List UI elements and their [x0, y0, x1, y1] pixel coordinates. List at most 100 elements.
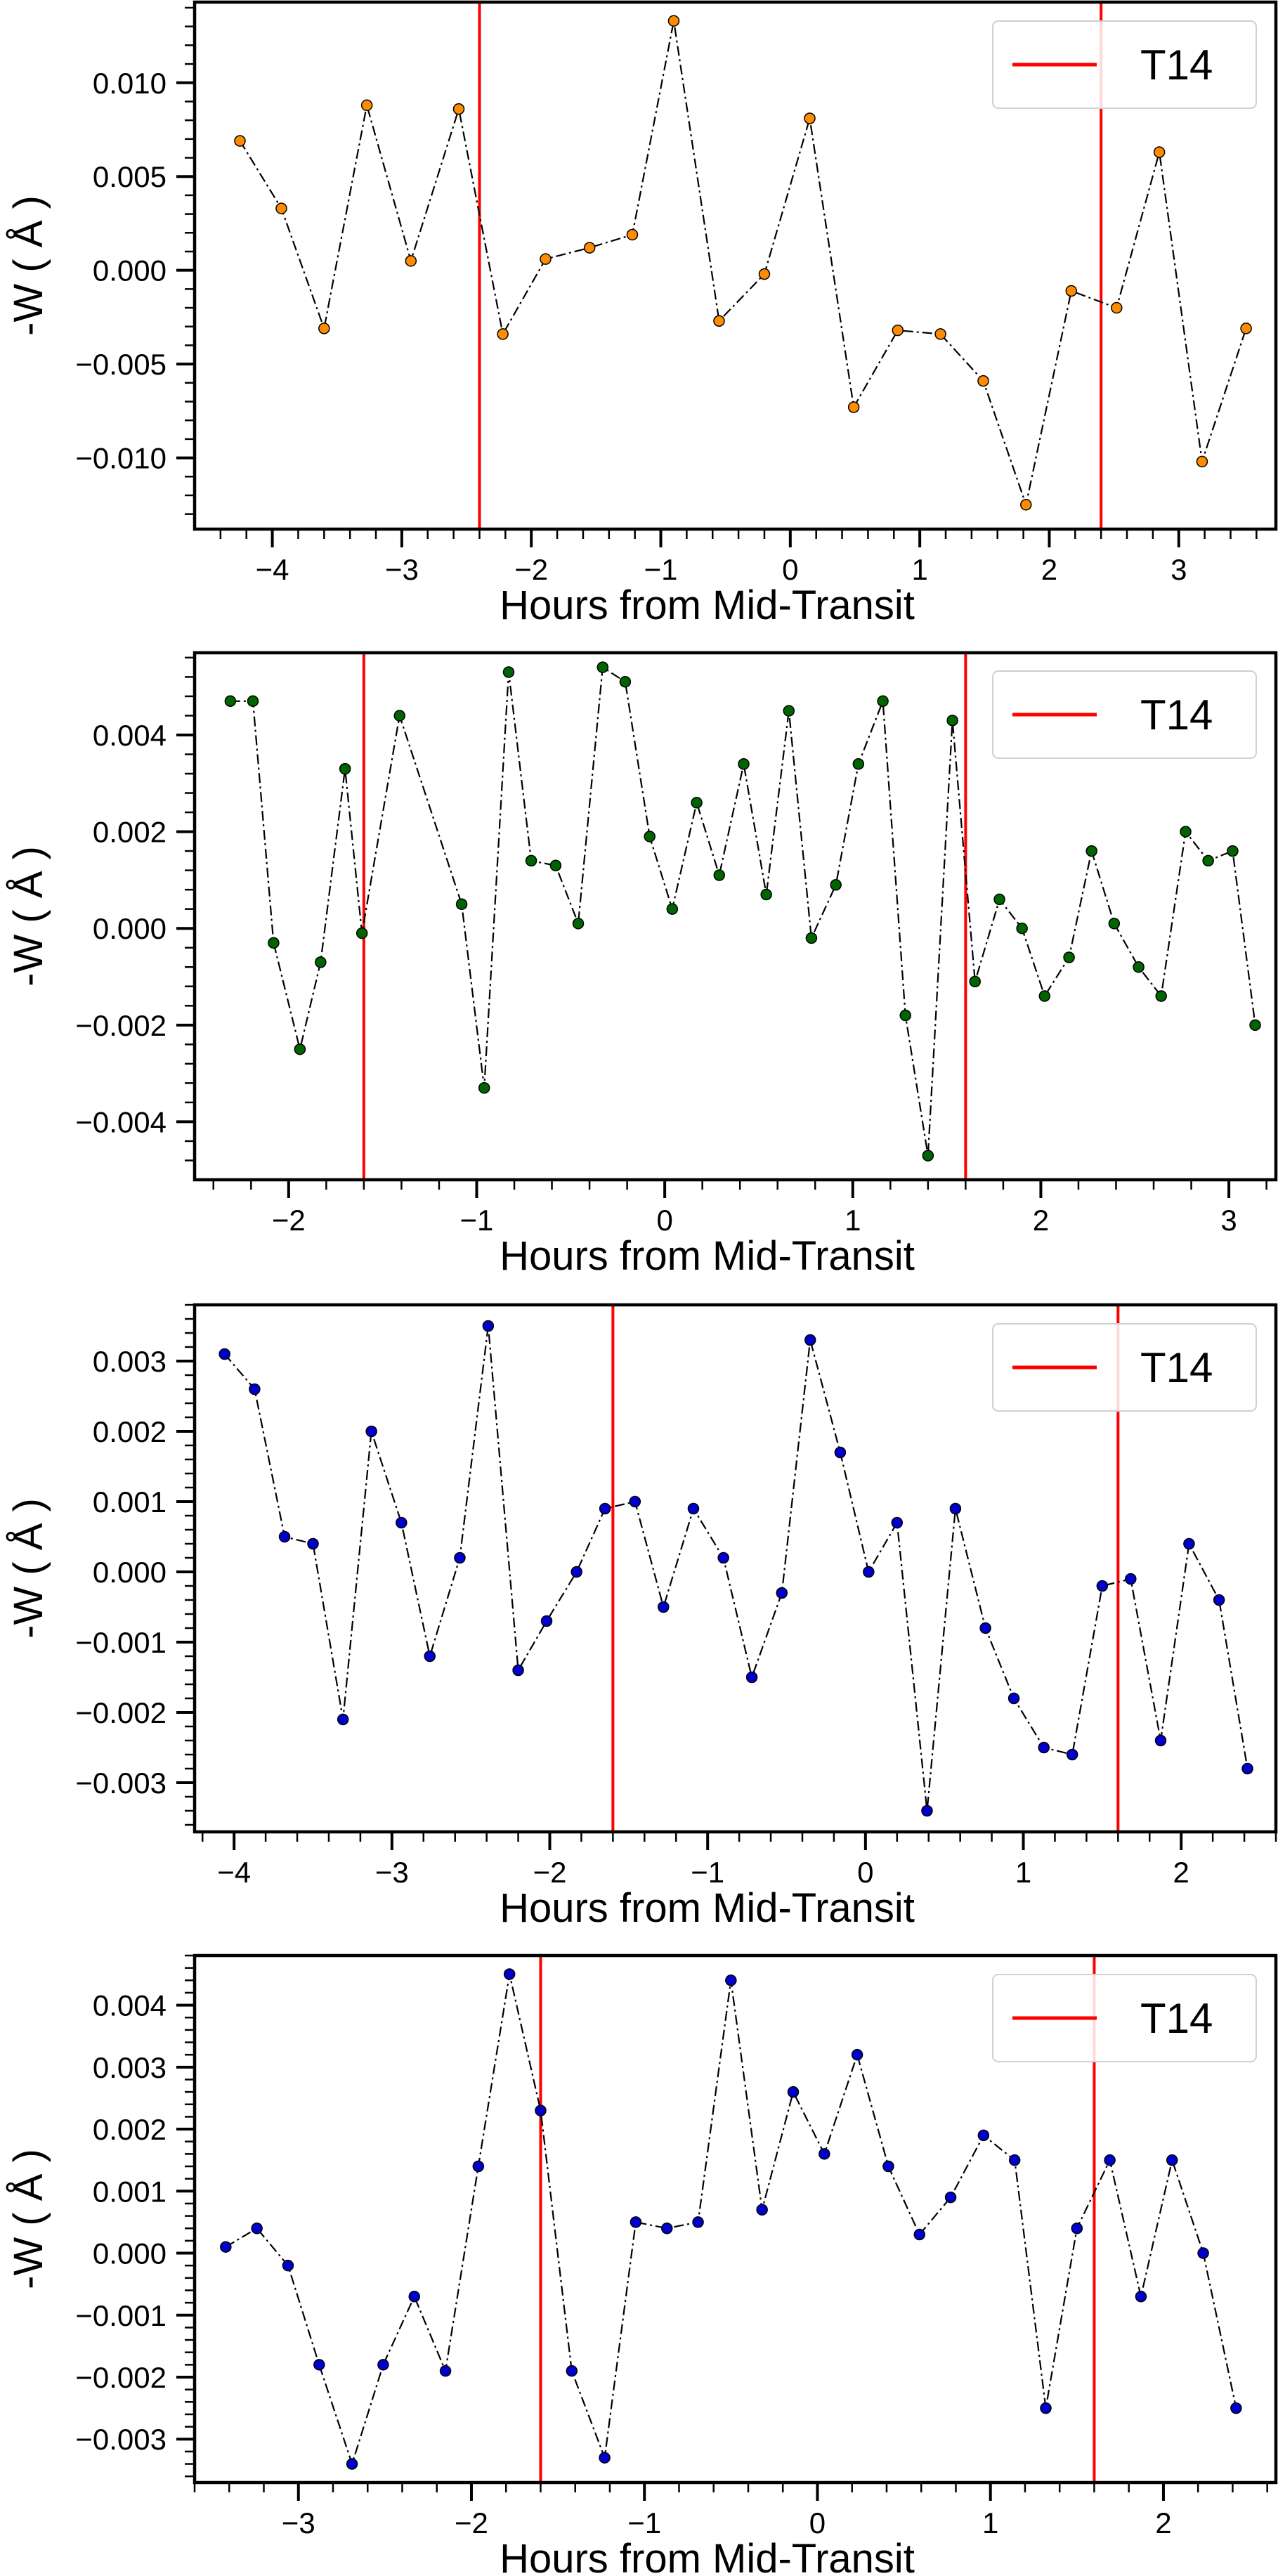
x-tick-label: 2 [1155, 2506, 1171, 2539]
data-point [454, 1552, 466, 1564]
x-tick-label: −1 [627, 2506, 661, 2539]
data-point [852, 758, 865, 770]
data-point [572, 918, 585, 930]
data-point [619, 676, 632, 688]
y-tick-label: 0.003 [93, 1345, 167, 1378]
data-point [478, 1082, 490, 1094]
data-point [758, 268, 771, 280]
legend: T14 [992, 20, 1257, 109]
data-point [922, 1150, 934, 1162]
data-point [249, 1383, 261, 1396]
data-point [224, 695, 237, 708]
y-tick-label: −0.001 [75, 2299, 167, 2332]
series-line [239, 20, 1247, 508]
x-tick-label: 2 [1173, 1856, 1189, 1889]
x-tick-label: 3 [1220, 1204, 1237, 1237]
data-point [313, 2359, 325, 2371]
data-point [596, 661, 609, 673]
data-point [658, 1601, 670, 1613]
legend: T14 [992, 1323, 1257, 1412]
legend-label: T14 [1140, 1995, 1213, 2042]
data-point [629, 1495, 641, 1508]
data-point [282, 2259, 294, 2272]
data-point [804, 112, 816, 124]
y-tick-label: 0.000 [93, 254, 167, 287]
data-point [393, 710, 405, 722]
data-point [804, 1334, 816, 1346]
data-point [1063, 951, 1075, 963]
data-point [877, 695, 889, 708]
data-point [360, 99, 373, 112]
legend: T14 [992, 1974, 1257, 2062]
data-point [502, 666, 515, 678]
x-tick-label: −2 [272, 1204, 306, 1237]
data-point [993, 893, 1005, 906]
y-tick-label: −0.002 [75, 1009, 167, 1042]
legend-label: T14 [1140, 41, 1213, 89]
data-point [1154, 1734, 1167, 1747]
x-tick-label: 0 [782, 553, 798, 586]
x-axis-label: Hours from Mid-Transit [500, 583, 915, 628]
legend: T14 [992, 670, 1257, 759]
data-point [1020, 499, 1032, 511]
axes-frame [193, 0, 1278, 531]
legend-box [992, 1323, 1257, 1412]
data-point [1230, 2402, 1242, 2414]
legend-box [992, 20, 1257, 109]
legend-box [992, 670, 1257, 759]
data-point [1180, 826, 1192, 838]
data-point [424, 1650, 436, 1663]
y-tick-label: 0.003 [93, 2051, 167, 2084]
data-point [899, 1009, 911, 1022]
data-point [760, 888, 772, 901]
axes-frame [193, 1303, 1278, 1834]
data-point [566, 2364, 578, 2377]
x-tick-label: 2 [1041, 553, 1057, 586]
data-point [977, 375, 989, 387]
data-point [247, 695, 259, 708]
data-point [219, 1348, 230, 1360]
data-point [626, 228, 639, 241]
data-point [1153, 146, 1166, 158]
x-tick-label: −1 [644, 553, 678, 586]
data-point [977, 2129, 990, 2142]
data-point [805, 932, 818, 944]
data-point [847, 401, 860, 413]
y-tick-label: 0.001 [93, 1485, 167, 1518]
data-point [1213, 1594, 1225, 1606]
data-point [455, 898, 468, 911]
data-point [268, 937, 280, 949]
y-tick-label: 0.000 [93, 1556, 167, 1589]
y-tick-label: −0.003 [75, 2423, 167, 2456]
y-tick-label: 0.005 [93, 160, 167, 193]
data-point [1111, 301, 1123, 314]
data-point [851, 2048, 863, 2061]
x-axis-label: Hours from Mid-Transit [500, 2536, 915, 2576]
data-point [756, 2204, 768, 2216]
data-point [717, 1552, 729, 1564]
x-axis-label: Hours from Mid-Transit [500, 1233, 915, 1279]
data-point [1227, 845, 1239, 857]
data-point [1104, 2154, 1116, 2166]
data-point [1166, 2154, 1178, 2166]
data-point [570, 1566, 582, 1578]
data-point [356, 927, 368, 939]
data-point [1040, 2402, 1052, 2414]
data-point [1108, 918, 1121, 930]
y-tick-label: 0.002 [93, 1415, 167, 1448]
data-point [776, 1587, 788, 1599]
data-point [644, 831, 656, 843]
y-tick-label: −0.005 [75, 348, 167, 381]
data-point [944, 2191, 957, 2204]
data-point [1196, 455, 1208, 468]
x-tick-label: 1 [845, 1204, 861, 1237]
x-tick-label: −3 [375, 1856, 409, 1889]
x-tick-label: −2 [455, 2506, 488, 2539]
data-point [339, 762, 351, 775]
chart-panel-3: −4 −3 −2 −1 0 1 2 −0.003 −0.002 −0.001 0.000 0.001 0… [6, 1303, 1278, 1931]
x-tick-label: −1 [691, 1856, 724, 1889]
data-point [934, 328, 946, 340]
data-point [725, 1975, 737, 1986]
data-point [408, 2291, 420, 2303]
